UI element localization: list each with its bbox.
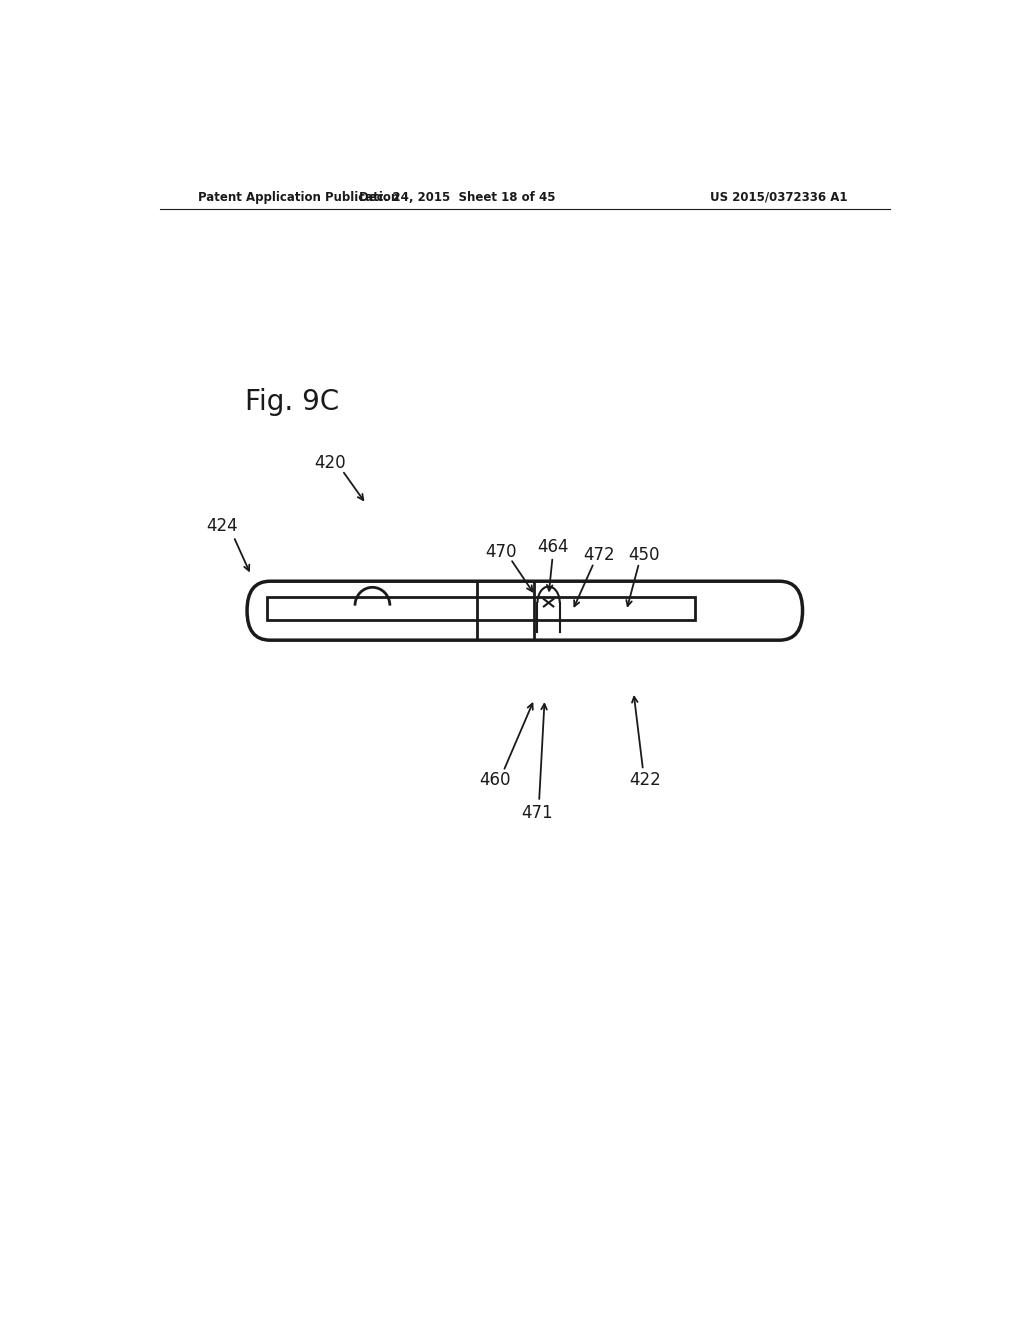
Text: 472: 472 (584, 545, 615, 564)
Text: 422: 422 (630, 771, 662, 789)
Text: 420: 420 (314, 454, 346, 473)
Text: Fig. 9C: Fig. 9C (246, 388, 340, 416)
Text: 460: 460 (479, 771, 510, 789)
Text: 464: 464 (537, 537, 568, 556)
Text: US 2015/0372336 A1: US 2015/0372336 A1 (710, 190, 848, 203)
Text: 471: 471 (521, 804, 553, 822)
FancyBboxPatch shape (247, 581, 803, 640)
Text: 450: 450 (628, 545, 659, 564)
Bar (267, 598, 695, 620)
Text: Patent Application Publication: Patent Application Publication (198, 190, 399, 203)
Text: 424: 424 (206, 517, 238, 536)
Text: Dec. 24, 2015  Sheet 18 of 45: Dec. 24, 2015 Sheet 18 of 45 (359, 190, 556, 203)
Text: 470: 470 (485, 543, 517, 561)
